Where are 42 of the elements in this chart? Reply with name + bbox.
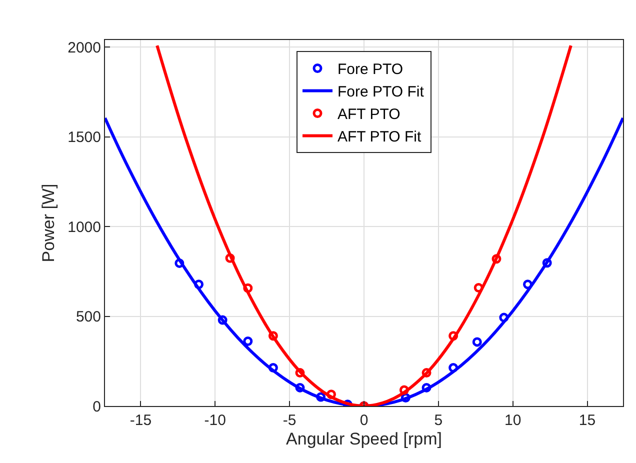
point: [422, 382, 432, 392]
x-tick-label: 5: [434, 412, 443, 429]
point: [448, 331, 458, 341]
y-axis-title: Power [W]: [39, 184, 58, 262]
x-axis-title: Angular Speed [rpm]: [286, 429, 442, 448]
point: [295, 382, 305, 392]
y-tick-label: 500: [76, 308, 101, 326]
point: [268, 331, 278, 341]
line-series: [156, 44, 572, 406]
point: [326, 390, 336, 400]
point: [243, 283, 253, 293]
x-tick-label: 0: [360, 412, 368, 429]
point: [316, 392, 326, 402]
x-tick-label: 10: [504, 412, 522, 429]
x-tick-label: -10: [204, 412, 226, 429]
point: [492, 254, 502, 264]
point: [295, 368, 305, 378]
point: [174, 258, 184, 268]
y-tick-label: 1500: [68, 129, 101, 146]
point: [542, 258, 552, 268]
legend-label: AFT PTO: [338, 106, 400, 124]
x-tick-label: 15: [578, 412, 596, 429]
x-tick-label: -15: [130, 412, 152, 429]
x-tick-label: -5: [282, 412, 296, 429]
y-tick-label: 1000: [68, 218, 101, 236]
point: [194, 280, 204, 290]
point: [268, 363, 278, 373]
point: [243, 336, 253, 346]
legend-label: AFT PTO Fit: [338, 128, 422, 146]
point: [448, 363, 458, 373]
legend-label: Fore PTO Fit: [338, 84, 425, 101]
point: [474, 283, 484, 293]
point: [499, 312, 509, 322]
y-tick-label: 2000: [68, 39, 101, 56]
y-tick-label: 0: [92, 398, 101, 416]
point: [218, 315, 228, 325]
point: [522, 280, 532, 290]
point: [472, 337, 482, 347]
legend-label: Fore PTO: [338, 61, 404, 78]
point: [399, 385, 409, 395]
point: [422, 368, 432, 378]
point: [225, 253, 235, 263]
